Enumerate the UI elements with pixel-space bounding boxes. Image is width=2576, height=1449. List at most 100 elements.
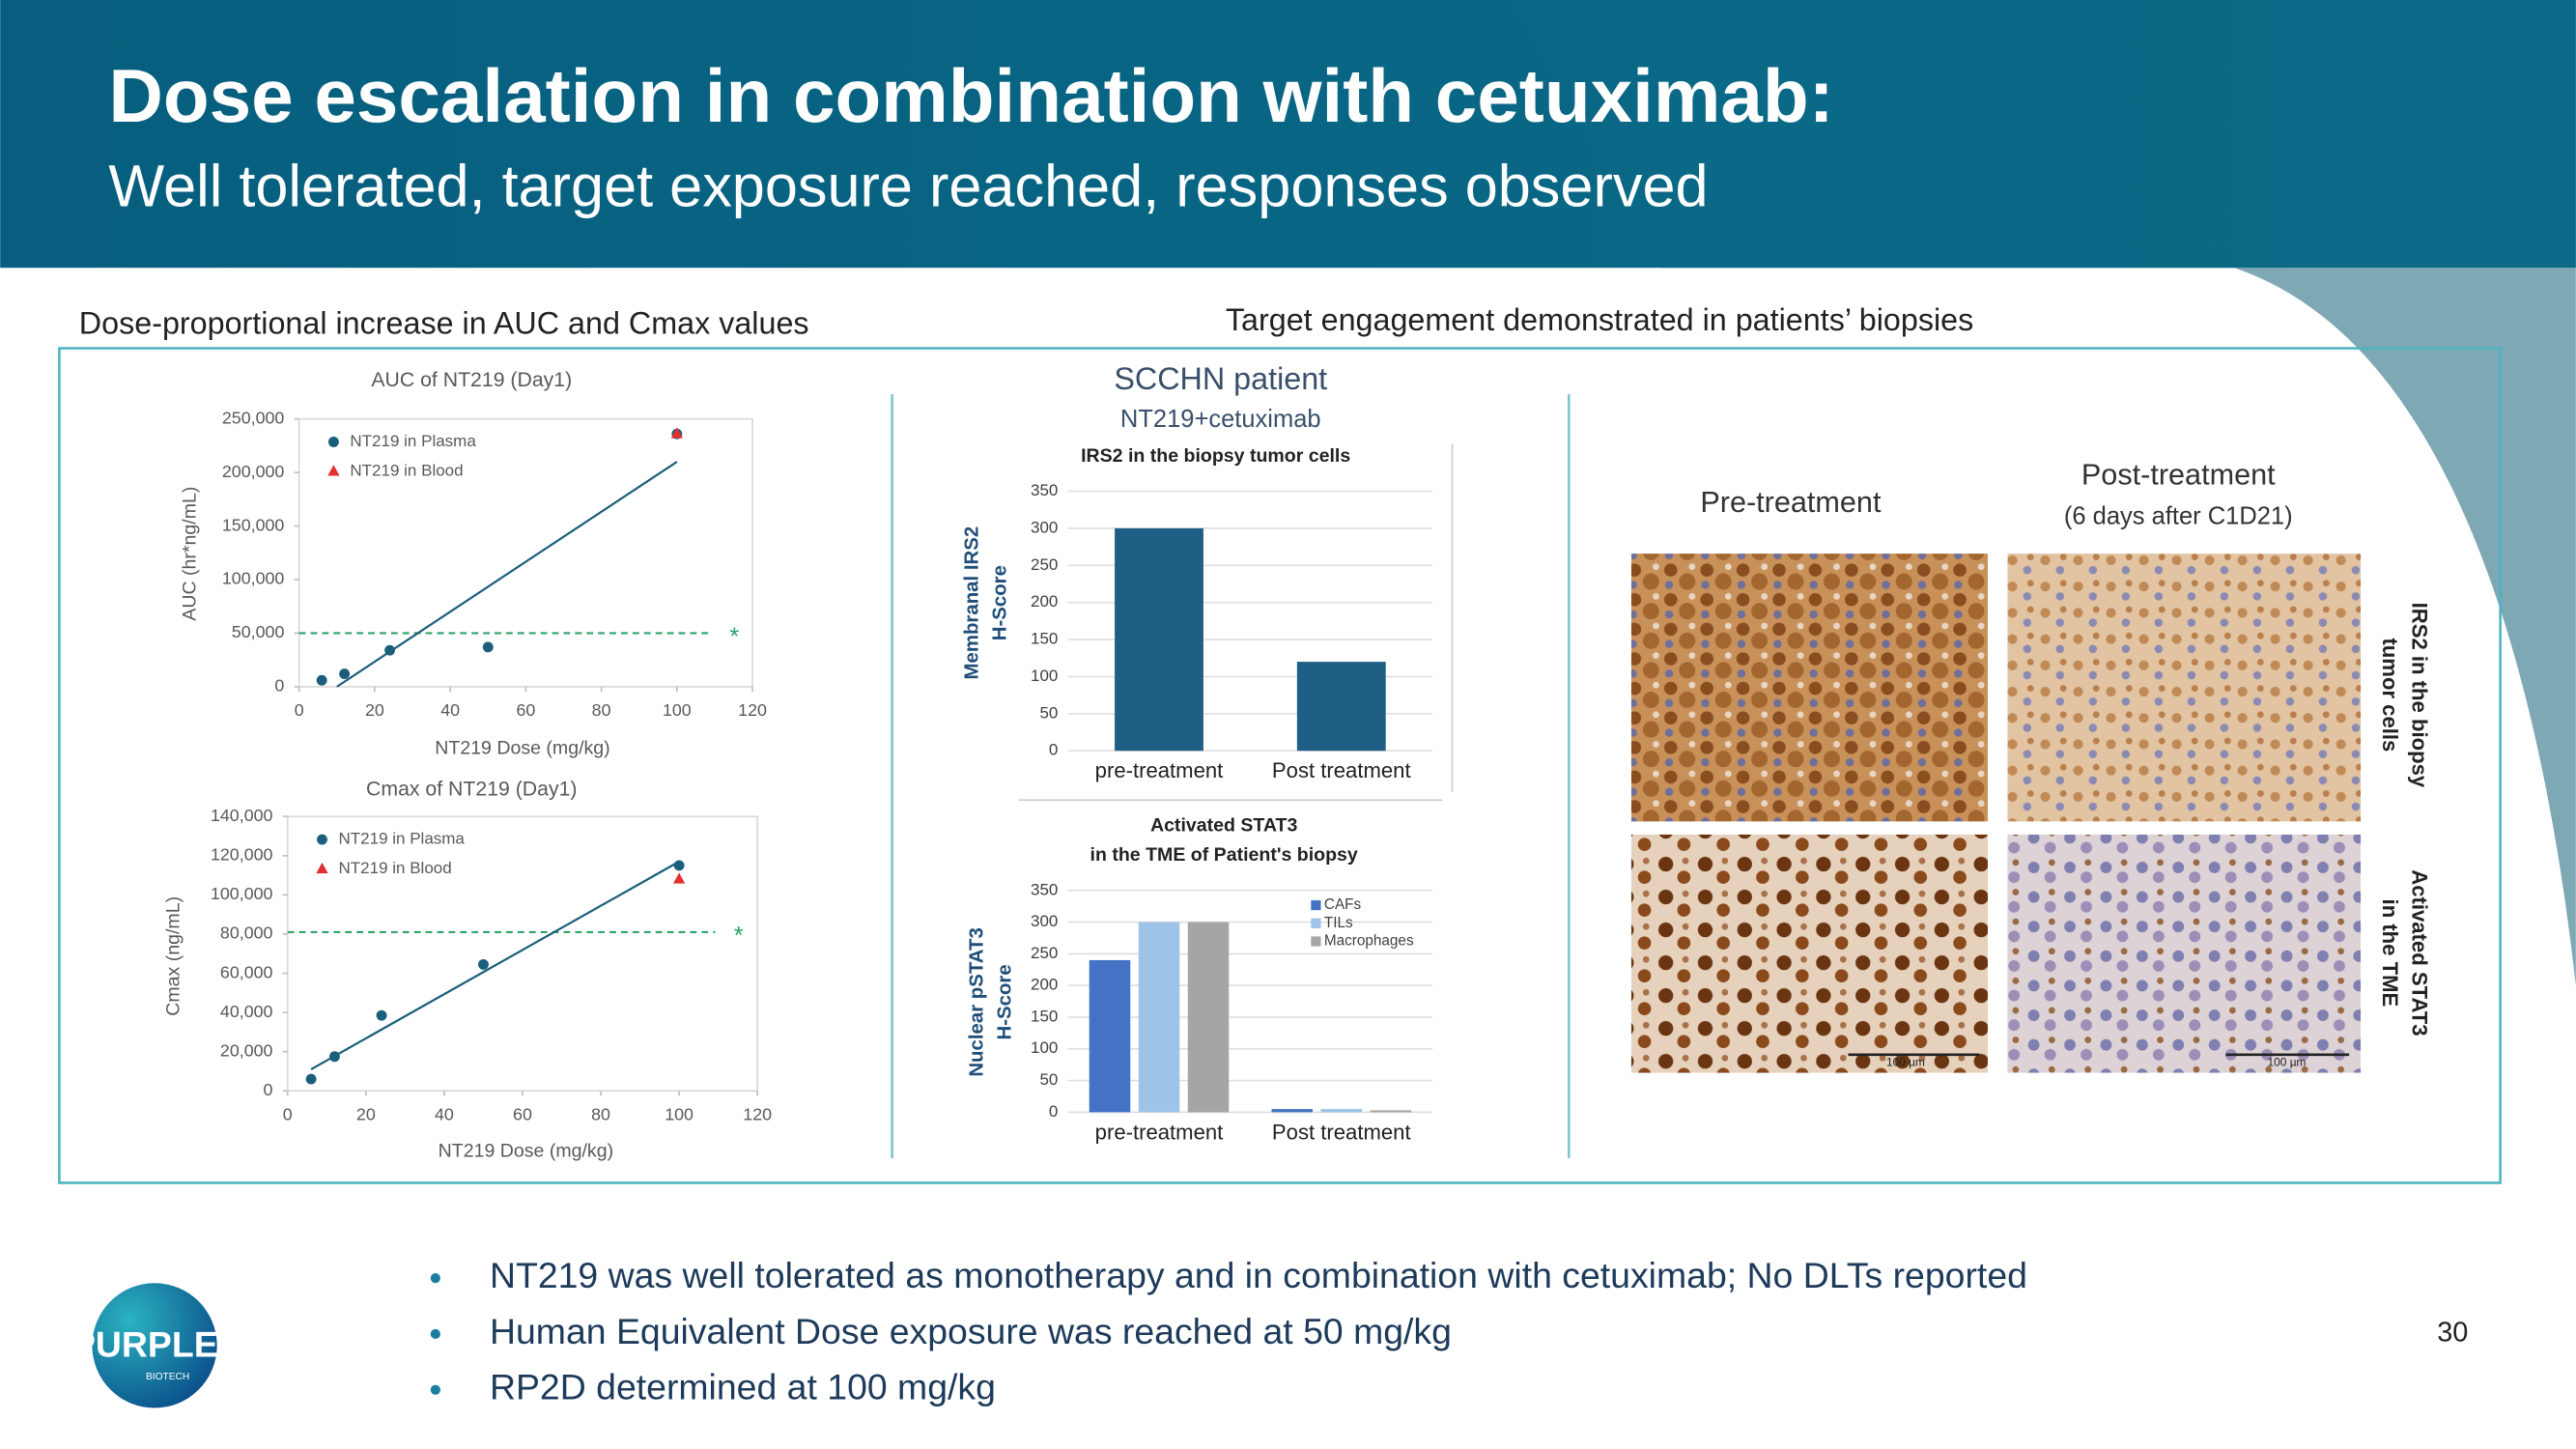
x-tick-label: 0 xyxy=(295,700,304,720)
y-tick-label: 150,000 xyxy=(222,515,285,534)
point xyxy=(305,1073,317,1085)
y-axis-label: H-Score xyxy=(994,964,1015,1039)
chart-title: AUC of NT219 (Day1) xyxy=(371,368,572,391)
trendline xyxy=(310,860,680,1070)
y-tick-label: 300 xyxy=(1031,518,1058,536)
legend-marker xyxy=(327,465,340,476)
bullet: RP2D determined at 100 mg/kg xyxy=(490,1367,996,1407)
bar xyxy=(1089,959,1131,1113)
bar xyxy=(1271,1109,1314,1113)
logo-tagline: BIOTECH xyxy=(146,1372,189,1382)
bar xyxy=(1138,922,1180,1113)
row-label-line: IRS2 in the biopsy xyxy=(2408,603,2432,788)
y-tick-label: 40,000 xyxy=(220,1002,273,1021)
patient-subtitle: NT219+cetuximab xyxy=(1120,406,1321,433)
legend-label: CAFs xyxy=(1324,896,1362,913)
legend-label: NT219 in Blood xyxy=(339,859,452,877)
x-tick-label: 120 xyxy=(738,700,767,720)
bar xyxy=(1370,1110,1412,1113)
biopsy-image xyxy=(1630,554,1988,822)
x-axis-label: NT219 Dose (mg/kg) xyxy=(439,1140,613,1161)
y-tick-label: 0 xyxy=(1049,1102,1058,1121)
legend-label: Macrophages xyxy=(1324,933,1414,950)
y-tick-label: 80,000 xyxy=(220,923,273,943)
biopsy-image xyxy=(1630,834,1988,1073)
x-tick-label: 100 xyxy=(663,700,692,720)
x-tick-label: 60 xyxy=(513,1104,532,1123)
x-tick-label: 40 xyxy=(435,1104,454,1123)
x-tick-label: pre-treatment xyxy=(1095,1120,1224,1144)
y-axis-label: Membranal IRS2 xyxy=(961,526,982,680)
logo-name: PURPLE xyxy=(71,1323,218,1364)
y-tick-label: 350 xyxy=(1031,481,1058,499)
patient-title: SCCHN patient xyxy=(1114,361,1327,396)
point xyxy=(478,958,489,970)
x-tick-label: pre-treatment xyxy=(1095,758,1224,782)
chart-title: Cmax of NT219 (Day1) xyxy=(366,778,577,801)
x-tick-label: Post treatment xyxy=(1272,758,1411,782)
x-tick-label: 80 xyxy=(591,1104,610,1123)
y-tick-label: 50,000 xyxy=(232,622,285,641)
biopsy-image xyxy=(2007,834,2362,1073)
x-tick-label: 0 xyxy=(283,1104,293,1123)
legend-marker xyxy=(316,862,328,874)
scale-bar-label: 100 µm xyxy=(2268,1055,2307,1068)
y-tick-label: 140,000 xyxy=(211,806,273,825)
row-label-line: tumor cells xyxy=(2378,638,2402,752)
y-axis-label: Cmax (ng/mL) xyxy=(163,896,184,1016)
plot-frame xyxy=(297,417,753,688)
point xyxy=(376,1009,387,1021)
y-tick-label: 100,000 xyxy=(222,569,285,588)
content-frame xyxy=(58,347,2502,1184)
y-tick-label: 0 xyxy=(274,676,284,696)
point xyxy=(339,668,351,680)
y-tick-label: 150 xyxy=(1031,630,1058,648)
point xyxy=(328,1051,340,1063)
subtitle: Well tolerated, target exposure reached,… xyxy=(108,153,1708,218)
x-tick-label: 80 xyxy=(592,700,611,720)
legend-label: NT219 in Plasma xyxy=(339,830,466,848)
y-tick-label: 100 xyxy=(1031,1038,1058,1057)
x-tick-label: 20 xyxy=(356,1104,376,1123)
image-header: Post-treatment xyxy=(2081,458,2276,491)
point xyxy=(316,674,327,686)
point xyxy=(672,872,686,884)
y-tick-label: 0 xyxy=(264,1080,273,1099)
row-label-line: in the TME xyxy=(2378,899,2402,1008)
y-tick-label: 50 xyxy=(1039,1070,1058,1089)
x-tick-label: 60 xyxy=(516,700,535,720)
x-tick-label: 100 xyxy=(665,1104,694,1123)
chart-title: Activated STAT3 xyxy=(1150,815,1298,837)
bullet-dot xyxy=(430,1273,440,1284)
chart-title: IRS2 in the biopsy tumor cells xyxy=(1081,445,1350,467)
y-axis-label: Nuclear pSTAT3 xyxy=(966,927,987,1076)
legend-swatch xyxy=(1311,918,1321,928)
section-heading: Dose-proportional increase in AUC and Cm… xyxy=(79,305,809,340)
y-tick-label: 100 xyxy=(1031,667,1058,685)
y-tick-label: 200 xyxy=(1031,976,1058,994)
bar xyxy=(1115,527,1203,752)
point xyxy=(482,641,494,653)
row-label: Activated STAT3 in the TME xyxy=(2378,869,2432,1036)
x-axis-label: NT219 Dose (mg/kg) xyxy=(435,738,609,759)
legend-swatch xyxy=(1311,936,1321,947)
image-note: (6 days after C1D21) xyxy=(2064,502,2293,529)
reference-label: * xyxy=(729,623,739,650)
bullet-dot xyxy=(430,1328,440,1340)
x-tick-label: 20 xyxy=(365,700,384,720)
x-tick-label: Post treatment xyxy=(1272,1120,1411,1144)
y-tick-label: 100,000 xyxy=(211,884,273,903)
y-tick-label: 250 xyxy=(1031,555,1058,574)
bar xyxy=(1296,662,1386,752)
chart-title: in the TME of Patient's biopsy xyxy=(1090,844,1358,866)
y-tick-label: 200 xyxy=(1031,592,1058,611)
y-tick-label: 250 xyxy=(1031,944,1058,962)
bar xyxy=(1320,1109,1363,1113)
legend-label: TILs xyxy=(1324,915,1353,931)
y-tick-label: 150 xyxy=(1031,1007,1058,1025)
row-label-line: Activated STAT3 xyxy=(2408,869,2432,1036)
y-tick-label: 250,000 xyxy=(222,408,285,427)
y-tick-label: 20,000 xyxy=(220,1040,273,1060)
bar xyxy=(1187,922,1230,1113)
